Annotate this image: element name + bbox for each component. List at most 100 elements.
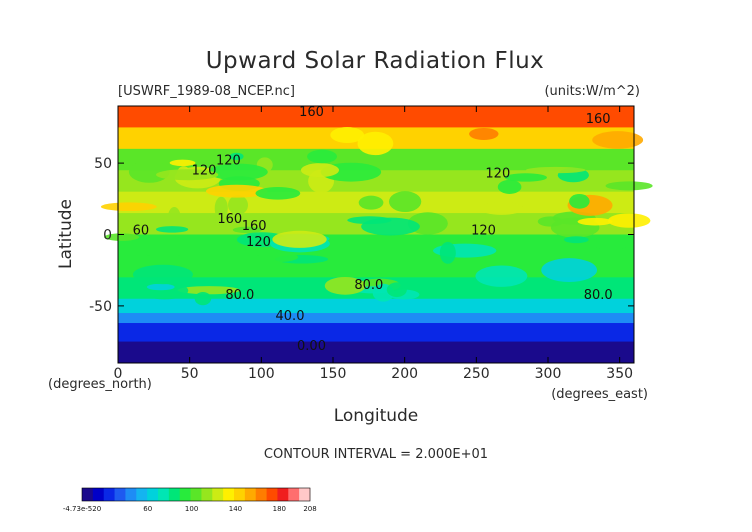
contour-interval-note: CONTOUR INTERVAL = 2.000E+01: [264, 447, 488, 462]
field-patches: [100, 127, 653, 306]
contour-label: 80.0: [584, 288, 613, 303]
colorbar-swatch: [92, 488, 105, 501]
field-patch: [541, 258, 598, 283]
colorbar-swatch: [244, 488, 257, 501]
field-patch: [256, 252, 299, 263]
x-tick-label: 50: [181, 366, 199, 382]
contour-label: 160: [242, 219, 267, 234]
field-patch: [475, 265, 528, 287]
field-patch: [228, 195, 249, 215]
contour-label: 40.0: [276, 309, 305, 324]
lat-band: [118, 341, 634, 364]
colorbar-swatch: [266, 488, 278, 501]
field-patch: [591, 236, 630, 251]
field-patch: [156, 169, 219, 181]
field-patch: [388, 191, 422, 213]
colorbar-tick-label: 60: [143, 505, 152, 513]
lat-band: [118, 298, 634, 314]
field-patch: [358, 195, 384, 210]
field-patch: [479, 201, 524, 215]
field-patch: [208, 163, 268, 181]
x-tick-label: 300: [535, 366, 562, 382]
colorbar-swatch: [255, 488, 267, 501]
field-patch: [412, 182, 430, 189]
contour-label: 120: [216, 154, 241, 169]
y-tick-label: 0: [103, 228, 112, 244]
field-patch: [469, 127, 499, 141]
colorbar-tick-label: 180: [273, 505, 286, 513]
x-axis-label: Longitude: [334, 406, 419, 426]
contour-label: 120: [471, 224, 496, 239]
field-patch: [194, 291, 212, 306]
field-patch: [497, 179, 522, 194]
x-tick-label: 250: [463, 366, 490, 382]
field-patch: [229, 152, 244, 161]
field-patch: [324, 276, 366, 295]
field-patch: [386, 282, 407, 298]
colorbar-swatch: [190, 488, 202, 501]
contour-label: 60: [133, 224, 150, 239]
contour-label: 160: [217, 212, 242, 227]
lat-band: [118, 323, 634, 343]
colorbar-swatch: [212, 488, 224, 501]
field-patch: [255, 186, 301, 200]
colorbar-ticks: -4.73e-520 60 100 140 180 208: [63, 505, 317, 513]
field-patch: [132, 264, 193, 285]
field-patch: [272, 230, 327, 248]
field-patch: [128, 160, 170, 183]
lat-band: [118, 106, 634, 128]
contour-label: 80.0: [225, 288, 254, 303]
field-patch: [168, 207, 181, 227]
field-patch: [169, 159, 196, 167]
colorbar-frame: [81, 487, 311, 502]
field-patch: [140, 234, 187, 259]
field-patch: [564, 236, 589, 244]
x-tick-label: 200: [391, 366, 418, 382]
field-patch: [104, 233, 140, 241]
contour-label: 120: [192, 164, 217, 179]
colorbar-tick-label: 100: [185, 505, 198, 513]
field-patch: [504, 173, 547, 182]
colorbar-tick-label: 140: [229, 505, 242, 513]
file-label: [USWRF_1989-08_NCEP.nc]: [118, 84, 295, 99]
field-patch: [569, 193, 590, 209]
field-patch: [330, 127, 365, 143]
field-patch: [100, 202, 157, 212]
colorbar-swatch: [136, 488, 148, 501]
colorbar-tick-label: -4.73e-520: [63, 505, 101, 513]
colorbar-swatch: [103, 488, 115, 501]
x-tick-label: 350: [606, 366, 633, 382]
chart-title: Upward Solar Radiation Flux: [206, 48, 545, 74]
x-tick-label: 150: [320, 366, 347, 382]
field-patch: [592, 131, 644, 149]
x-axis-ticks: 0 50 100 150 200 250 300 350: [114, 106, 633, 382]
field-patch: [597, 156, 615, 167]
field-patch: [155, 226, 189, 233]
field-patch: [146, 283, 175, 291]
y-tick-label: -50: [89, 299, 112, 315]
field-patch: [607, 213, 651, 228]
colorbar-tick-label: 208: [303, 505, 316, 513]
colorbar-swatch: [82, 488, 94, 501]
contour-label: 160: [586, 112, 611, 127]
units-label: (units:W/m^2): [544, 84, 640, 99]
field-patch: [525, 166, 586, 174]
y-axis-label: Latitude: [56, 199, 76, 269]
y-tick-label: 50: [94, 156, 112, 172]
colorbar-swatch: [277, 488, 289, 501]
colorbar-swatch: [234, 488, 246, 501]
field-patch: [214, 196, 228, 220]
contour-label: 80.0: [354, 278, 383, 293]
x-tick-label: 0: [114, 366, 123, 382]
field-patch: [577, 217, 613, 226]
y-axis-ticks: -50 0 50: [89, 156, 634, 315]
colorbar-swatch: [168, 488, 181, 501]
field-patch: [357, 131, 394, 156]
field-patch: [232, 226, 262, 234]
contour-label: 160: [299, 105, 324, 120]
y-unit-label: (degrees_north): [48, 377, 152, 392]
field-patch: [300, 163, 340, 178]
contour-label: 120: [246, 235, 271, 250]
